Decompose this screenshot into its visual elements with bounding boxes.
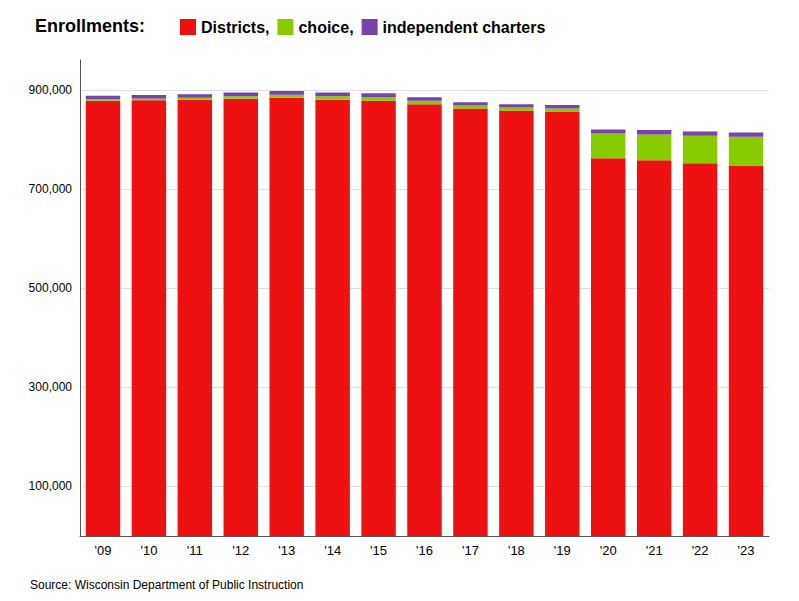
svg-text:'20: '20 xyxy=(600,543,617,558)
svg-text:'17: '17 xyxy=(462,543,479,558)
svg-text:'21: '21 xyxy=(646,543,663,558)
svg-text:independent charters: independent charters xyxy=(383,19,546,36)
svg-text:700,000: 700,000 xyxy=(29,182,73,196)
svg-text:'19: '19 xyxy=(554,543,571,558)
svg-text:Districts,: Districts, xyxy=(201,19,269,36)
svg-text:500,000: 500,000 xyxy=(29,281,73,295)
svg-text:'12: '12 xyxy=(232,543,249,558)
svg-text:'23: '23 xyxy=(738,543,755,558)
svg-text:Enrollments:: Enrollments: xyxy=(35,16,145,36)
svg-text:'14: '14 xyxy=(324,543,341,558)
svg-text:100,000: 100,000 xyxy=(29,479,73,493)
svg-text:'09: '09 xyxy=(94,543,111,558)
svg-text:'15: '15 xyxy=(370,543,387,558)
svg-text:900,000: 900,000 xyxy=(29,83,73,97)
svg-text:'16: '16 xyxy=(416,543,433,558)
svg-text:'13: '13 xyxy=(278,543,295,558)
svg-text:'11: '11 xyxy=(187,543,203,558)
svg-text:'18: '18 xyxy=(508,543,525,558)
svg-text:'10: '10 xyxy=(140,543,157,558)
svg-text:choice,: choice, xyxy=(298,19,353,36)
svg-text:'22: '22 xyxy=(692,543,709,558)
svg-text:300,000: 300,000 xyxy=(29,380,73,394)
svg-text:Source: Wisconsin Department o: Source: Wisconsin Department of Public I… xyxy=(30,578,303,592)
